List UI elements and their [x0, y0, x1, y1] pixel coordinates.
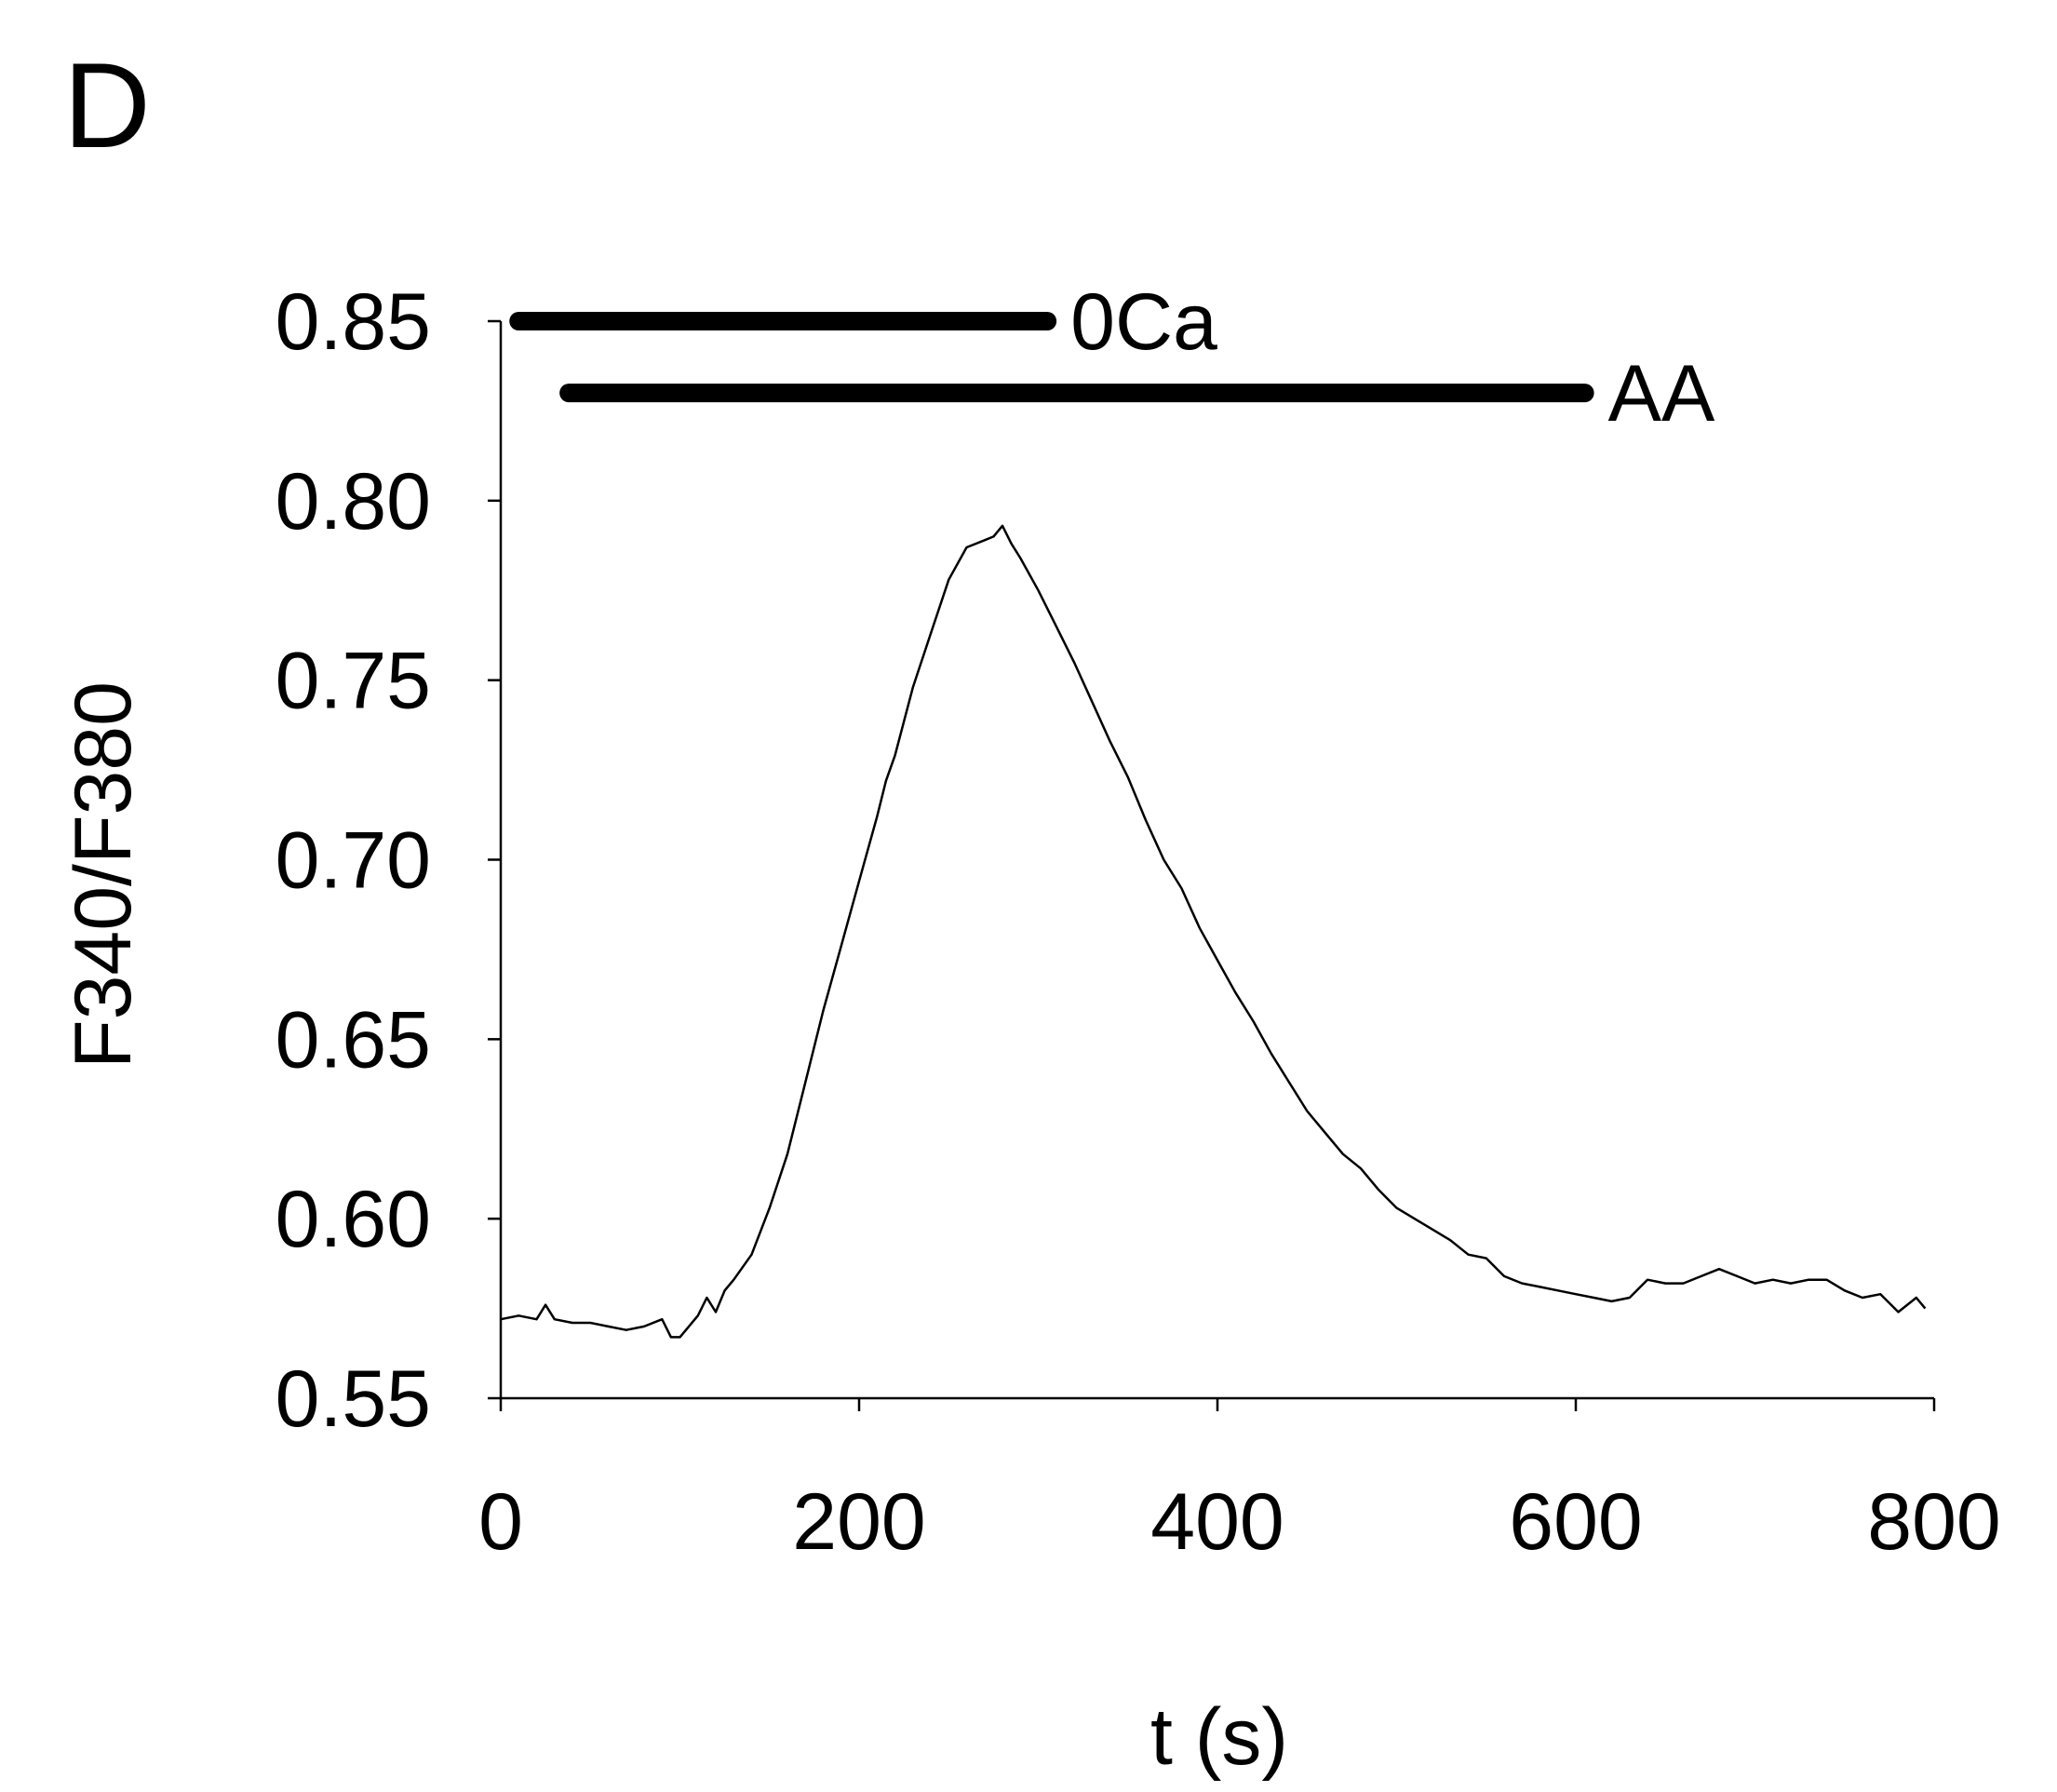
x-tick-label: 200 [792, 1477, 926, 1567]
x-tick-label: 0 [478, 1477, 523, 1567]
y-ticks: 0.55 0.60 0.65 0.70 0.75 0.80 0.85 [276, 277, 501, 1444]
x-tick-label: 800 [1867, 1477, 2001, 1567]
y-tick-label: 0.75 [276, 637, 431, 726]
y-axis-label: F340/F380 [59, 681, 148, 1069]
x-tick-label: 400 [1150, 1477, 1284, 1567]
treatment-bar-label: 0Ca [1070, 277, 1217, 367]
plot-area: 0.55 0.60 0.65 0.70 0.75 0.80 0.85 0 200 400 600 8… [276, 277, 2001, 1567]
y-tick-label: 0.60 [276, 1175, 431, 1264]
y-tick-label: 0.65 [276, 995, 431, 1085]
x-axis-label: t (s) [1150, 1692, 1288, 1782]
y-tick-label: 0.55 [276, 1354, 431, 1444]
series-line [500, 524, 1927, 1339]
y-tick-label: 0.70 [276, 816, 431, 906]
panel-label: D [63, 37, 151, 173]
treatment-bar-label: AA [1608, 349, 1715, 438]
treatment-bars: 0Ca AA [509, 277, 1715, 438]
y-tick-label: 0.85 [276, 277, 431, 367]
x-tick-label: 600 [1509, 1477, 1643, 1567]
x-ticks: 0 200 400 600 800 [478, 1398, 2001, 1567]
y-tick-label: 0.80 [276, 457, 431, 546]
